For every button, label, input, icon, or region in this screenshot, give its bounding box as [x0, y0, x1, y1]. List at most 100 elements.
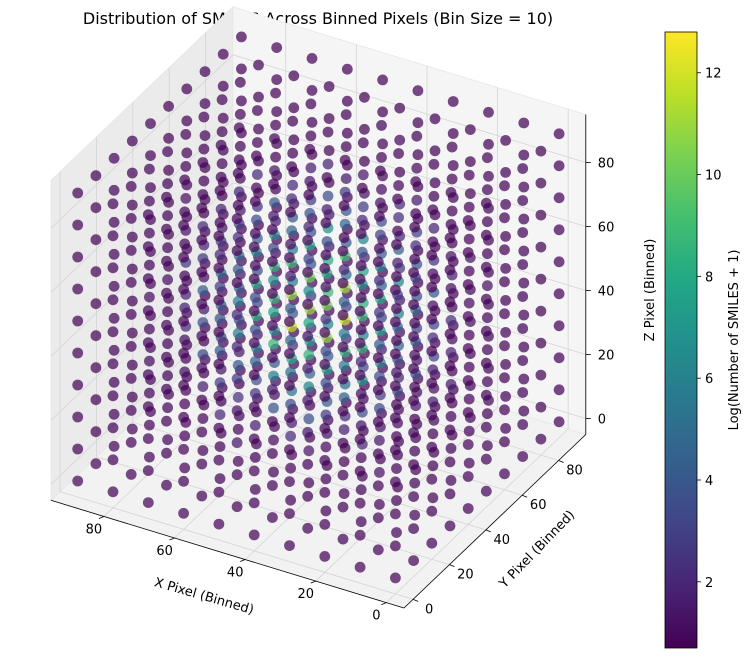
scatter-point — [372, 320, 384, 332]
scatter-point — [178, 251, 190, 263]
scatter-point — [72, 411, 84, 423]
scatter-point — [142, 305, 154, 316]
scatter-point — [269, 165, 280, 177]
scatter-point — [408, 491, 419, 502]
scatter-point — [231, 277, 243, 289]
scatter-point — [426, 409, 438, 421]
x-tick-mark — [310, 580, 316, 584]
scatter-point — [236, 95, 247, 107]
scatter-point — [249, 228, 261, 239]
scatter-point — [107, 422, 119, 434]
scatter-point — [480, 293, 492, 305]
scatter-point — [410, 240, 422, 252]
scatter-point — [518, 213, 530, 225]
scatter-point — [248, 273, 260, 285]
scatter-point — [391, 367, 402, 378]
scatter-point — [445, 379, 457, 390]
scatter-point — [197, 285, 209, 296]
scatter-point — [231, 245, 243, 257]
scatter-point — [354, 369, 366, 381]
scatter-point — [409, 509, 421, 521]
scatter-point — [234, 140, 246, 152]
scatter-point — [394, 102, 406, 114]
scatter-point — [427, 204, 439, 216]
scatter-point — [323, 81, 335, 92]
scatter-point — [372, 256, 384, 268]
scatter-point — [376, 152, 387, 163]
scatter-point — [428, 158, 440, 170]
scatter-point — [393, 180, 404, 191]
scatter-point — [107, 198, 119, 210]
scatter-point — [179, 174, 191, 186]
scatter-point — [409, 445, 421, 457]
scatter-point — [302, 266, 314, 278]
scatter-point — [232, 327, 244, 339]
scatter-point — [391, 431, 402, 442]
z-tick-label: 40 — [598, 285, 615, 300]
scatter-point — [126, 263, 138, 275]
scatter-point — [214, 409, 226, 420]
scatter-point — [232, 359, 244, 371]
scatter-point — [144, 323, 155, 335]
scatter-point — [518, 181, 530, 193]
scatter-point — [338, 488, 350, 499]
scatter-point — [535, 273, 547, 285]
scatter-point — [249, 452, 261, 463]
scatter-point — [267, 288, 278, 299]
scatter-point — [285, 238, 296, 250]
scatter-point — [249, 324, 261, 335]
scatter-point — [234, 76, 246, 88]
scatter-point — [125, 245, 137, 256]
scatter-point — [197, 157, 209, 168]
scatter-point — [145, 150, 156, 162]
y-tick-label: 20 — [457, 568, 474, 583]
scatter-point — [354, 465, 366, 477]
scatter-point — [90, 426, 102, 438]
scatter-point — [179, 366, 191, 378]
scatter-point — [126, 199, 138, 211]
scatter-point — [411, 130, 423, 142]
scatter-point — [214, 345, 226, 356]
scatter-point — [303, 189, 315, 201]
z-tick-label: 80 — [598, 157, 615, 172]
scatter-point — [232, 231, 244, 243]
scatter-point — [372, 416, 384, 428]
scatter-point — [444, 392, 456, 404]
scatter-point — [163, 164, 175, 176]
scatter-point — [408, 459, 419, 470]
scatter-point — [462, 279, 474, 290]
scatter-point — [482, 152, 493, 164]
scatter-point — [500, 167, 511, 178]
scatter-point — [463, 457, 475, 469]
scatter-point — [125, 277, 137, 288]
scatter-point — [249, 420, 261, 431]
scatter-point — [284, 508, 295, 519]
scatter-point — [196, 202, 208, 214]
scatter-point — [251, 182, 262, 194]
scatter-point — [391, 495, 402, 506]
y-axis-line — [403, 434, 587, 609]
scatter-point — [517, 355, 529, 366]
scatter-point — [390, 540, 401, 552]
colorbar-tick-label: 8 — [705, 270, 713, 285]
scatter-point — [161, 479, 172, 491]
scatter-point — [499, 436, 510, 448]
scatter-point — [340, 141, 352, 153]
scatter-point — [179, 206, 191, 218]
scatter-point — [321, 204, 333, 215]
scatter-point — [213, 390, 225, 402]
scatter-point — [163, 100, 175, 112]
axes-panes — [50, 5, 587, 609]
scatter-point — [72, 315, 84, 327]
scatter-point — [445, 283, 457, 294]
scatter-point — [302, 330, 314, 342]
scatter-point — [217, 48, 229, 60]
scatter-point — [214, 217, 226, 229]
scatter-point — [338, 392, 350, 403]
scatter-point — [427, 396, 439, 408]
scatter-point — [518, 309, 530, 321]
scatter-point — [553, 192, 565, 204]
scatter-point — [270, 119, 281, 131]
scatter-point — [355, 260, 367, 272]
scatter-point — [161, 223, 172, 235]
